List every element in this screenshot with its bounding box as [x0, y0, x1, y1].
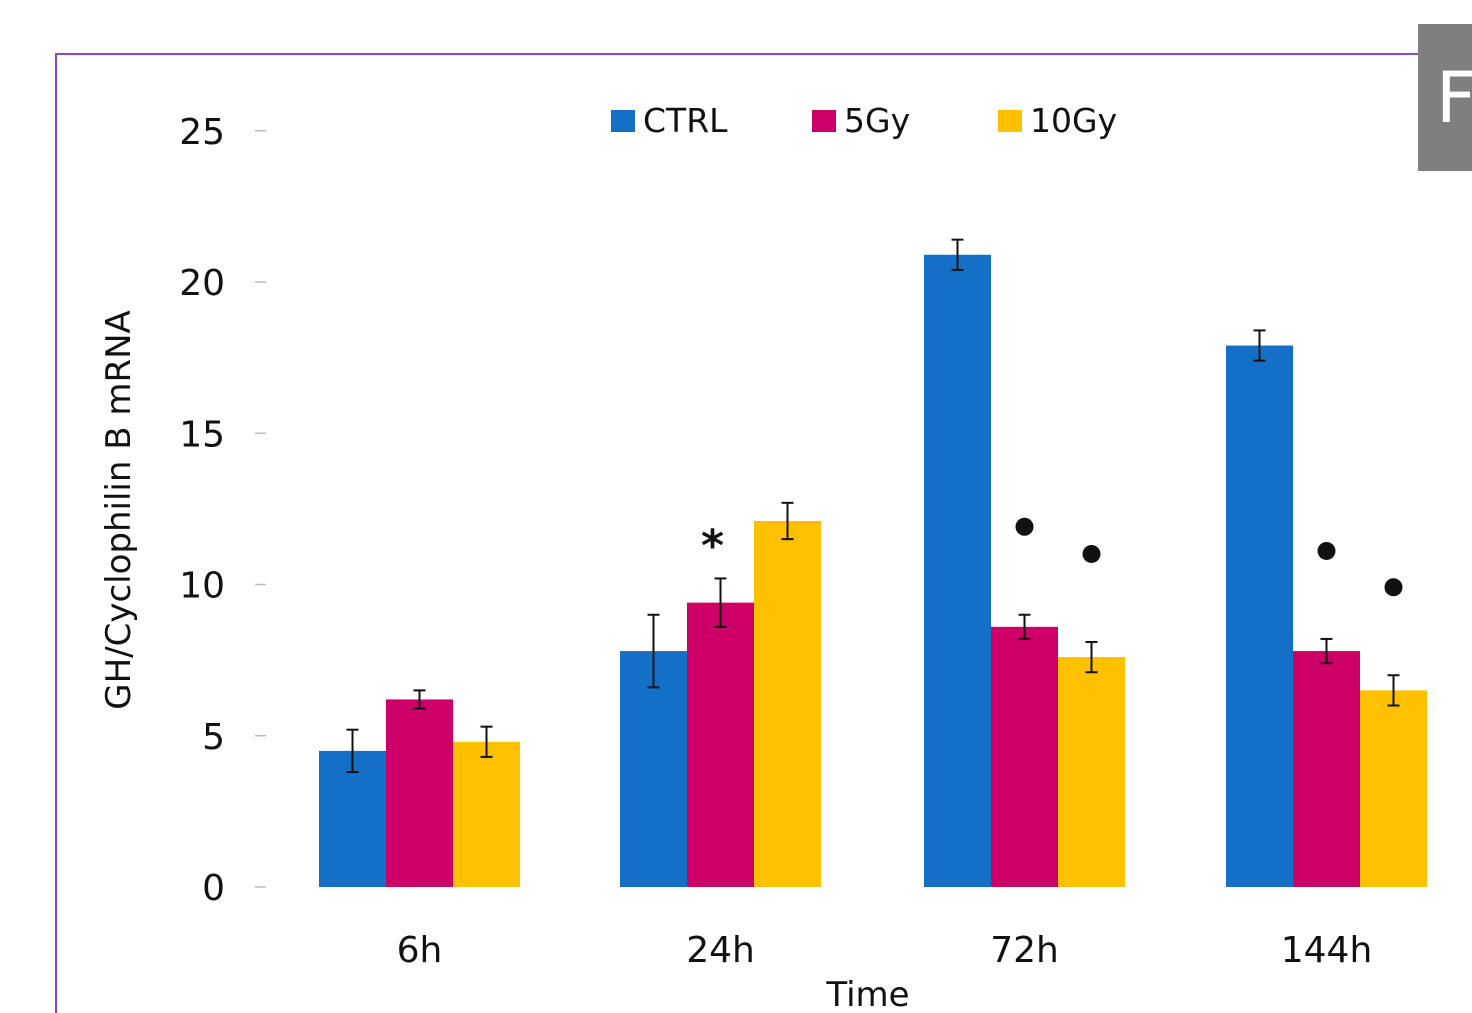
error-bars — [346, 238, 1400, 774]
y-tick-label: 10 — [179, 566, 225, 607]
x-tick-label: 144h — [1281, 930, 1373, 971]
legend-label: 5Gy — [844, 101, 910, 140]
chart-frame — [55, 53, 1472, 1013]
bar — [991, 626, 1058, 887]
legend-swatch — [611, 110, 635, 132]
significance-dot — [1317, 541, 1336, 560]
significance-marks: * — [701, 517, 1403, 597]
bar — [453, 741, 520, 887]
y-tick-label: 20 — [179, 263, 225, 304]
x-tick-label: 6h — [397, 930, 443, 971]
bar — [1226, 345, 1293, 887]
bar — [924, 254, 991, 887]
y-tick-label: 25 — [179, 112, 225, 153]
significance-star: * — [701, 520, 724, 571]
bars — [319, 254, 1427, 887]
legend: CTRL 5Gy 10Gy — [611, 101, 1117, 140]
x-axis-title: Time — [825, 975, 909, 1013]
bar — [754, 520, 821, 887]
panel-label-box — [1418, 24, 1472, 171]
legend-label: CTRL — [643, 101, 728, 140]
bar — [1360, 690, 1427, 887]
significance-dot — [1015, 517, 1034, 536]
significance-dot — [1384, 578, 1403, 597]
y-axis: 0 5 10 15 20 25 — [179, 112, 266, 909]
bar — [1058, 657, 1125, 887]
significance-dot — [1082, 544, 1101, 563]
bar — [1293, 651, 1360, 887]
legend-swatch — [812, 110, 836, 132]
legend-label: 10Gy — [1030, 101, 1117, 140]
x-tick-label: 24h — [686, 930, 755, 971]
bar — [319, 750, 386, 887]
bar — [620, 651, 687, 887]
panel-label: F — [1436, 57, 1472, 139]
y-tick-label: 0 — [202, 868, 225, 909]
x-tick-label: 72h — [990, 930, 1059, 971]
y-tick-label: 5 — [202, 717, 225, 758]
legend-swatch — [998, 110, 1022, 132]
bar — [386, 699, 453, 887]
x-axis: 6h 24h 72h 144h — [397, 930, 1373, 971]
y-axis-title: GH/Cyclophilin B mRNA — [99, 310, 139, 710]
y-tick-label: 15 — [179, 414, 225, 455]
bar — [687, 602, 754, 887]
